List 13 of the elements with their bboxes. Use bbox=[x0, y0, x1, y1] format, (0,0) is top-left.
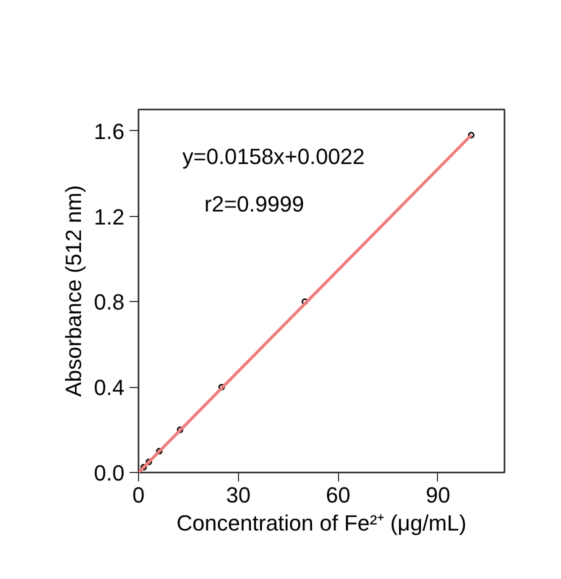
x-tick-label: 30 bbox=[226, 482, 251, 508]
y-tick-label: 1.6 bbox=[94, 118, 125, 144]
x-axis-title: Concentration of Fe²⁺ (μg/mL) bbox=[176, 510, 466, 536]
x-tick-label: 90 bbox=[426, 482, 450, 508]
annotation: r2=0.9999 bbox=[204, 191, 304, 216]
y-tick-label: 0.4 bbox=[94, 375, 125, 400]
y-tick-label: 0.0 bbox=[94, 460, 125, 486]
x-tick-label: 0 bbox=[132, 482, 145, 508]
annotation: y=0.0158x+0.0022 bbox=[182, 144, 365, 170]
x-tick-label: 60 bbox=[326, 482, 350, 508]
y-tick-label: 0.8 bbox=[94, 290, 125, 315]
y-tick-label: 1.2 bbox=[94, 204, 125, 230]
y-axis-title: Absorbance (512 nm) bbox=[60, 185, 86, 397]
